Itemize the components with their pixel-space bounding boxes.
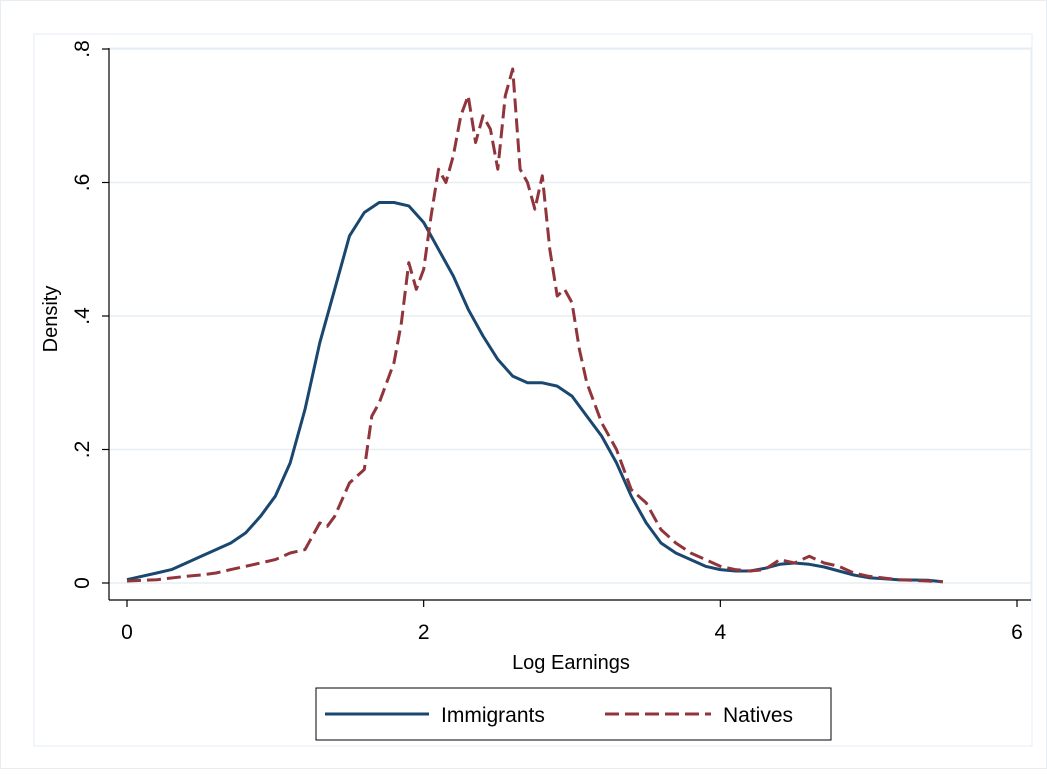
x-tick-label-0: 0: [121, 621, 133, 644]
series-group: [126, 67, 943, 584]
plot-area: [108, 47, 1032, 601]
plot-region: [33, 33, 1033, 747]
y-tick-label-0: 0: [71, 577, 94, 589]
y-tick-label-3: .6: [71, 174, 94, 192]
series-line-natives: [126, 67, 943, 584]
y-tick-label-4: .8: [71, 40, 94, 58]
series-line-immigrants: [126, 201, 943, 584]
legend: Immigrants Natives: [315, 687, 832, 741]
y-tick-label-2: .4: [71, 307, 94, 325]
x-axis-label: Log Earnings: [512, 652, 630, 674]
legend-label-natives: Natives: [723, 704, 793, 727]
axes: 0 2 4 6 0 .2 .4 .6 .8: [71, 40, 1031, 644]
y-tick-label-1: .2: [71, 441, 94, 459]
grid-lines: [109, 48, 1031, 584]
x-tick-label-1: 2: [418, 621, 430, 644]
y-axis-label: Density: [40, 286, 62, 353]
x-tick-label-3: 6: [1011, 621, 1023, 644]
x-tick-label-2: 4: [714, 621, 726, 644]
legend-label-immigrants: Immigrants: [441, 704, 545, 727]
